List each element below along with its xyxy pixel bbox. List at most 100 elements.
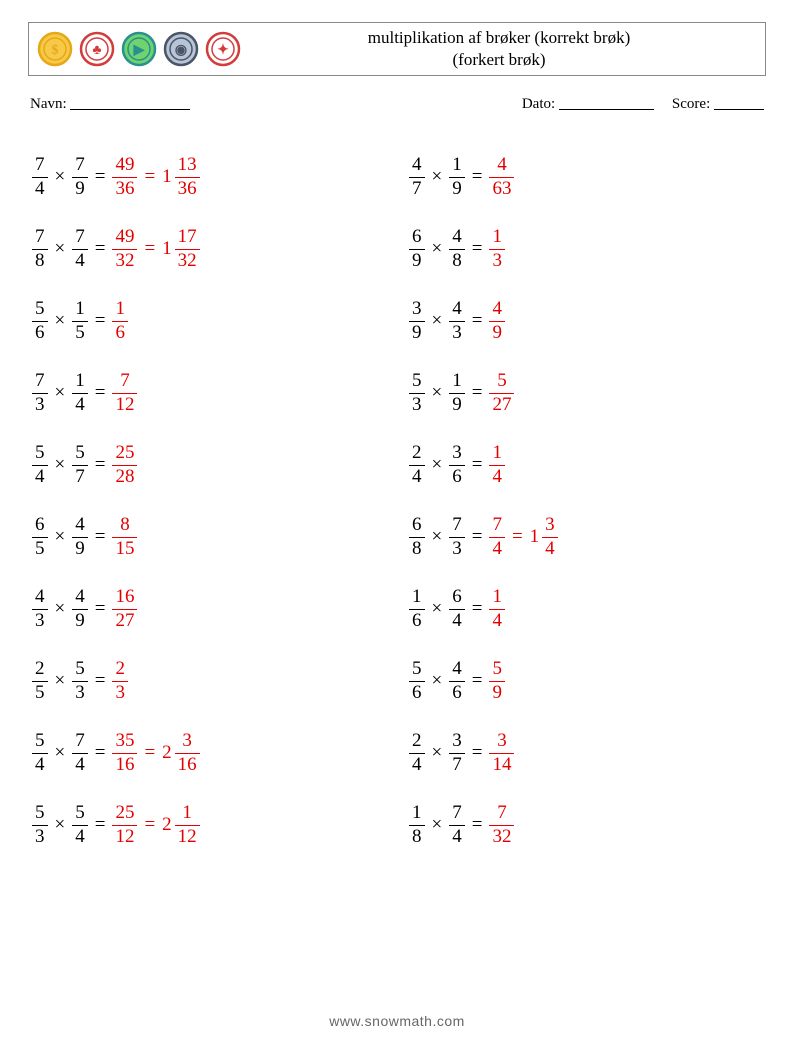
- problem-row: 65×49=815: [32, 501, 389, 573]
- answer-fraction: 527: [489, 371, 514, 416]
- problems-grid: 74×79=4936=1133678×74=4932=1173256×15=16…: [28, 141, 766, 861]
- problem-row: 16×64=14: [409, 573, 766, 645]
- equals-operator: =: [472, 814, 483, 836]
- equals-operator: =: [472, 166, 483, 188]
- title-line-2: (forkert brøk): [241, 49, 757, 71]
- equals-operator: =: [95, 310, 106, 332]
- problem-row: 25×53=23: [32, 645, 389, 717]
- equals-operator: =: [472, 526, 483, 548]
- name-blank[interactable]: [70, 96, 190, 110]
- equals-operator: =: [95, 166, 106, 188]
- answer-fraction: 2512: [112, 803, 137, 848]
- equals-operator: =: [95, 742, 106, 764]
- problem-row: 18×74=732: [409, 789, 766, 861]
- answer-fraction: 2528: [112, 443, 137, 488]
- problem-row: 24×37=314: [409, 717, 766, 789]
- answer-fraction: 3516: [112, 731, 137, 776]
- meta-row: Navn: Dato: Score:: [28, 94, 766, 113]
- answer-fraction: 815: [112, 515, 137, 560]
- answer-fraction: 712: [112, 371, 137, 416]
- equals-operator: =: [95, 814, 106, 836]
- answer-fraction: 314: [489, 731, 514, 776]
- equals-operator: =: [95, 382, 106, 404]
- coin-dollar-icon: $: [37, 31, 73, 67]
- equals-operator: =: [95, 238, 106, 260]
- times-operator: ×: [432, 670, 443, 692]
- problem-row: 47×19=463: [409, 141, 766, 213]
- answer-mixed: 11336: [162, 155, 200, 200]
- svg-text:$: $: [52, 43, 59, 58]
- equals-operator: =: [472, 742, 483, 764]
- equals-operator: =: [95, 526, 106, 548]
- problem-row: 54×57=2528: [32, 429, 389, 501]
- equals-operator: =: [512, 526, 523, 548]
- answer-mixed: 134: [530, 515, 558, 560]
- times-operator: ×: [432, 814, 443, 836]
- svg-text:◉: ◉: [175, 43, 187, 58]
- problem-row: 43×49=1627: [32, 573, 389, 645]
- problem-row: 73×14=712: [32, 357, 389, 429]
- worksheet-header: $ ♣ ▶ ◉ ✦ multiplikation af brøker (korrekt …: [28, 22, 766, 76]
- times-operator: ×: [432, 598, 443, 620]
- problem-row: 53×19=527: [409, 357, 766, 429]
- equals-operator: =: [95, 670, 106, 692]
- play-button-icon: ▶: [121, 31, 157, 67]
- problem-row: 39×43=49: [409, 285, 766, 357]
- problem-row: 78×74=4932=11732: [32, 213, 389, 285]
- header-icons: $ ♣ ▶ ◉ ✦: [37, 31, 241, 67]
- svg-text:✦: ✦: [217, 43, 229, 58]
- answer-fraction: 463: [489, 155, 514, 200]
- equals-operator: =: [472, 382, 483, 404]
- problem-row: 54×74=3516=2316: [32, 717, 389, 789]
- equals-operator: =: [472, 598, 483, 620]
- svg-text:▶: ▶: [133, 43, 146, 58]
- answer-mixed: 2316: [162, 731, 200, 776]
- equals-operator: =: [472, 238, 483, 260]
- times-operator: ×: [432, 454, 443, 476]
- times-operator: ×: [432, 382, 443, 404]
- problems-col-right: 47×19=46369×48=1339×43=4953×19=52724×36=…: [389, 141, 766, 861]
- problem-row: 53×54=2512=2112: [32, 789, 389, 861]
- answer-fraction: 59: [489, 659, 505, 704]
- problem-row: 56×15=16: [32, 285, 389, 357]
- score-blank[interactable]: [714, 96, 764, 110]
- problems-col-left: 74×79=4936=1133678×74=4932=1173256×15=16…: [28, 141, 389, 861]
- equals-operator: =: [472, 454, 483, 476]
- times-operator: ×: [55, 670, 66, 692]
- answer-fraction: 14: [489, 443, 505, 488]
- date-label: Dato:: [522, 96, 555, 112]
- answer-fraction: 16: [112, 299, 128, 344]
- answer-fraction: 1627: [112, 587, 137, 632]
- equals-operator: =: [144, 742, 155, 764]
- svg-text:♣: ♣: [92, 43, 101, 58]
- times-operator: ×: [55, 526, 66, 548]
- times-operator: ×: [432, 526, 443, 548]
- times-operator: ×: [55, 814, 66, 836]
- answer-mixed: 2112: [162, 803, 200, 848]
- equals-operator: =: [95, 454, 106, 476]
- score-label: Score:: [672, 96, 710, 112]
- answer-fraction: 732: [489, 803, 514, 848]
- times-operator: ×: [55, 238, 66, 260]
- answer-fraction: 4936: [112, 155, 137, 200]
- times-operator: ×: [55, 598, 66, 620]
- equals-operator: =: [95, 598, 106, 620]
- answer-fraction: 13: [489, 227, 505, 272]
- problem-row: 69×48=13: [409, 213, 766, 285]
- times-operator: ×: [55, 382, 66, 404]
- answer-fraction: 74: [489, 515, 505, 560]
- gameboy-icon: ◉: [163, 31, 199, 67]
- worksheet-title: multiplikation af brøker (korrekt brøk) …: [241, 27, 757, 71]
- equals-operator: =: [144, 814, 155, 836]
- answer-fraction: 14: [489, 587, 505, 632]
- times-operator: ×: [432, 310, 443, 332]
- times-operator: ×: [55, 166, 66, 188]
- problem-row: 74×79=4936=11336: [32, 141, 389, 213]
- name-label: Navn:: [30, 96, 67, 112]
- equals-operator: =: [144, 166, 155, 188]
- problem-row: 56×46=59: [409, 645, 766, 717]
- times-operator: ×: [432, 166, 443, 188]
- times-operator: ×: [55, 742, 66, 764]
- date-blank[interactable]: [559, 96, 654, 110]
- poker-chip-icon: ♣: [79, 31, 115, 67]
